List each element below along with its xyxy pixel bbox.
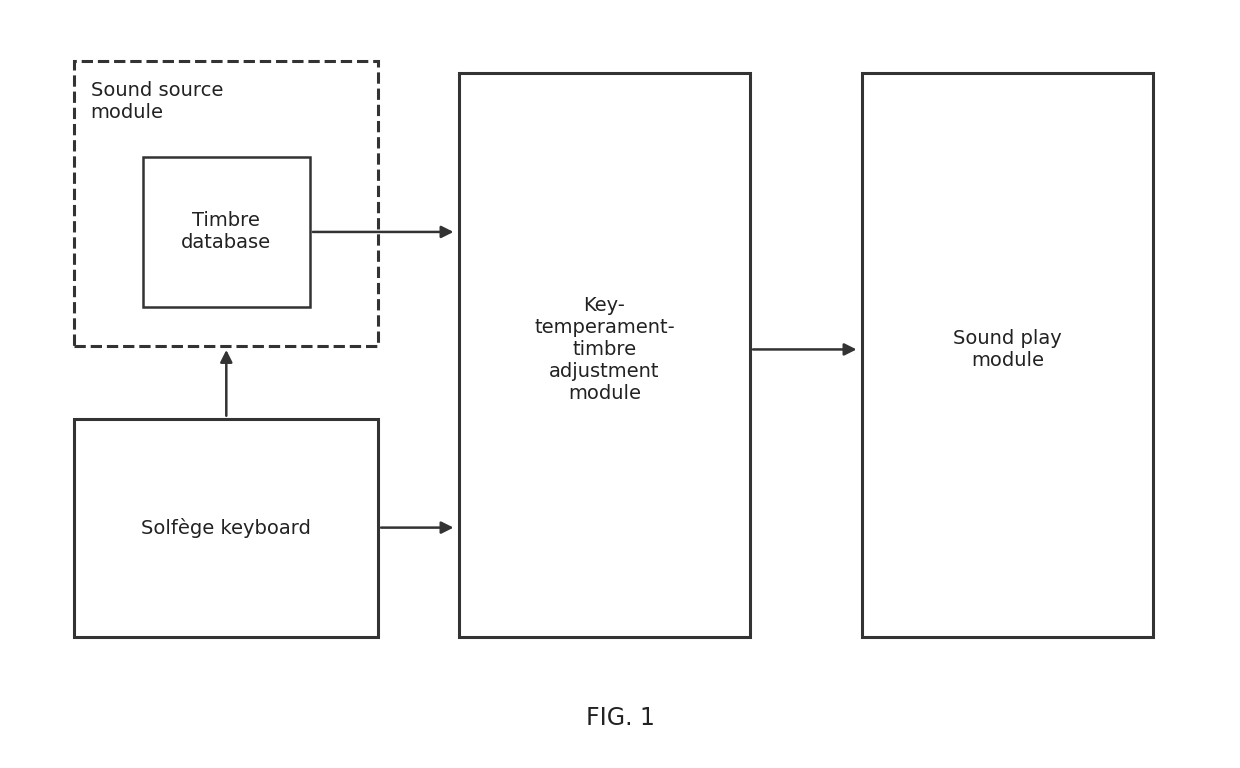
FancyBboxPatch shape (74, 61, 378, 346)
Text: FIG. 1: FIG. 1 (585, 706, 655, 730)
Text: Sound source
module: Sound source module (91, 81, 223, 121)
FancyBboxPatch shape (459, 73, 750, 637)
FancyBboxPatch shape (862, 73, 1153, 637)
Text: Sound play
module: Sound play module (954, 329, 1061, 370)
Text: Key-
temperament-
timbre
adjustment
module: Key- temperament- timbre adjustment modu… (534, 296, 675, 403)
Text: Solfège keyboard: Solfège keyboard (141, 518, 311, 538)
FancyBboxPatch shape (143, 157, 310, 307)
Text: Timbre
database: Timbre database (181, 211, 272, 253)
FancyBboxPatch shape (74, 419, 378, 637)
